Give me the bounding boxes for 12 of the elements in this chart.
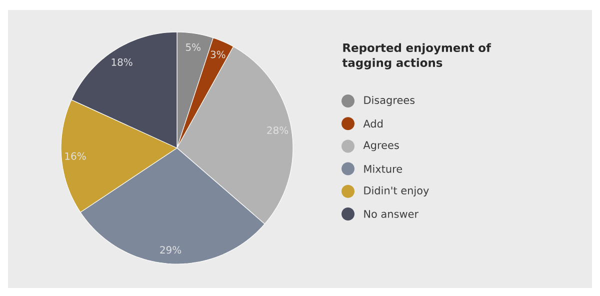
legend-label: No answer <box>364 210 419 218</box>
legend-label: Add <box>363 120 383 128</box>
legend-label: Disagrees <box>364 96 415 106</box>
legend-label: Mixture <box>364 164 402 173</box>
data-label: 16% <box>65 152 86 160</box>
legend-label: Agrees <box>363 141 399 152</box>
data-label: 29% <box>160 246 182 254</box>
data-label: 3% <box>210 50 226 58</box>
data-label: 5% <box>186 43 200 51</box>
legend-label: Didin't enjoy <box>364 186 429 196</box>
legend-title: Reported enjoyment of tagging actions <box>342 43 492 70</box>
data-label: 18% <box>112 58 132 66</box>
